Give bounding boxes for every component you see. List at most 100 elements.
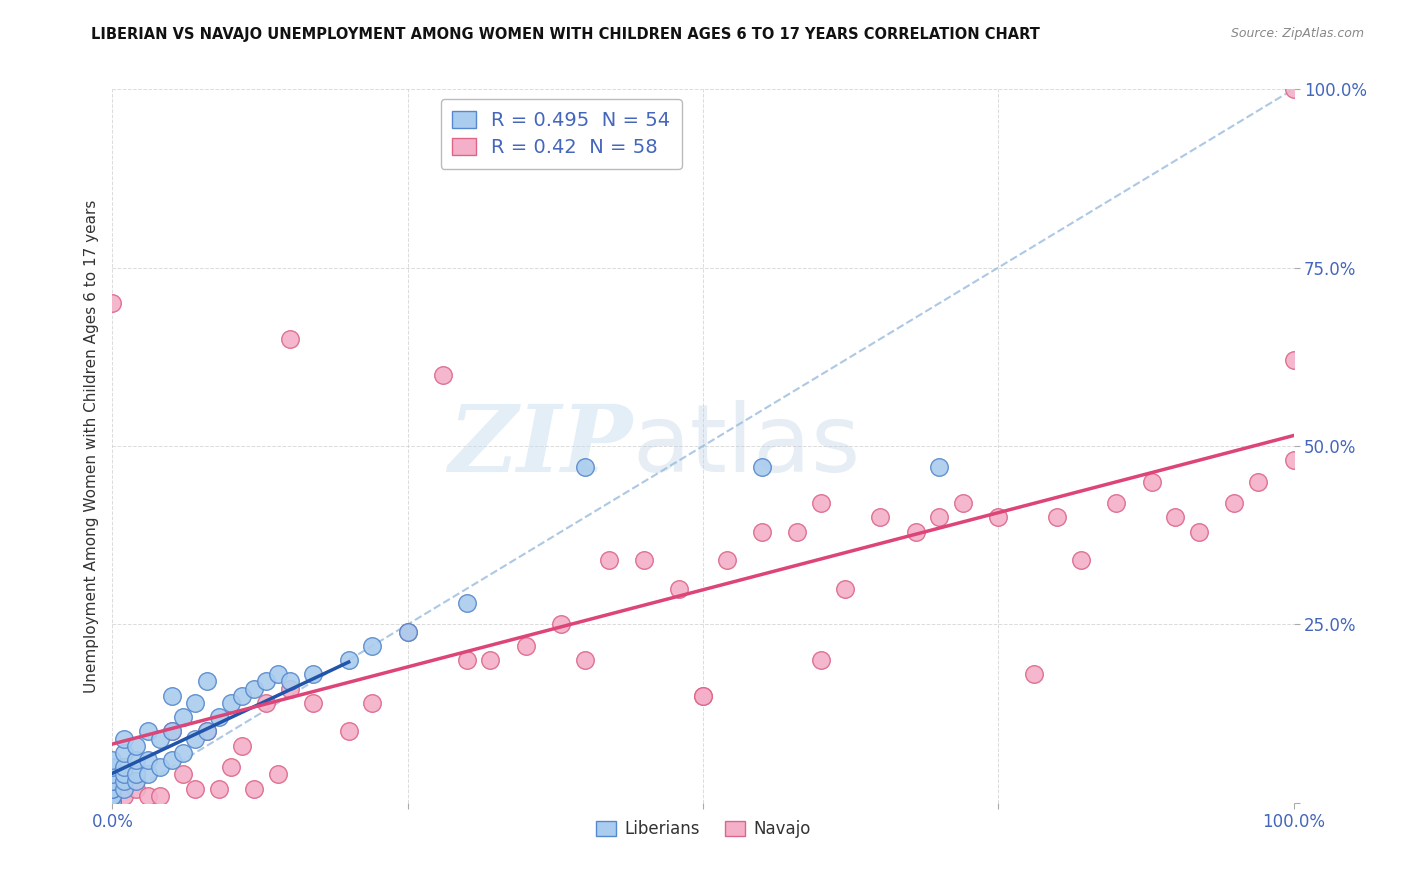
Point: [172, 746, 194, 760]
Point: [432, 368, 454, 382]
Point: [254, 696, 277, 710]
Text: LIBERIAN VS NAVAJO UNEMPLOYMENT AMONG WOMEN WITH CHILDREN AGES 6 TO 17 YEARS COR: LIBERIAN VS NAVAJO UNEMPLOYMENT AMONG WO…: [91, 27, 1040, 42]
Point: [101, 774, 124, 789]
Point: [101, 796, 124, 810]
Point: [598, 553, 620, 567]
Point: [751, 524, 773, 539]
Point: [231, 739, 253, 753]
Point: [692, 689, 714, 703]
Point: [515, 639, 537, 653]
Point: [125, 739, 148, 753]
Point: [101, 753, 124, 767]
Point: [1223, 496, 1246, 510]
Point: [751, 460, 773, 475]
Point: [1247, 475, 1270, 489]
Point: [278, 674, 301, 689]
Point: [1282, 353, 1305, 368]
Point: [786, 524, 808, 539]
Point: [219, 696, 242, 710]
Point: [1188, 524, 1211, 539]
Point: [456, 596, 478, 610]
Point: [987, 510, 1010, 524]
Point: [810, 653, 832, 667]
Point: [101, 796, 124, 810]
Point: [195, 724, 218, 739]
Point: [361, 639, 384, 653]
Point: [184, 731, 207, 746]
Point: [160, 689, 183, 703]
Point: [149, 731, 172, 746]
Point: [267, 767, 290, 781]
Point: [112, 731, 135, 746]
Point: [136, 767, 159, 781]
Point: [172, 710, 194, 724]
Point: [869, 510, 891, 524]
Point: [1046, 510, 1069, 524]
Point: [361, 696, 384, 710]
Point: [136, 724, 159, 739]
Point: [101, 789, 124, 803]
Point: [101, 781, 124, 796]
Point: [112, 746, 135, 760]
Text: Source: ZipAtlas.com: Source: ZipAtlas.com: [1230, 27, 1364, 40]
Point: [160, 753, 183, 767]
Point: [101, 781, 124, 796]
Point: [219, 760, 242, 774]
Point: [160, 724, 183, 739]
Point: [254, 674, 277, 689]
Point: [136, 753, 159, 767]
Point: [101, 789, 124, 803]
Point: [125, 774, 148, 789]
Point: [101, 796, 124, 810]
Point: [550, 617, 572, 632]
Point: [928, 460, 950, 475]
Point: [716, 553, 738, 567]
Point: [267, 667, 290, 681]
Point: [184, 696, 207, 710]
Point: [243, 681, 266, 696]
Point: [278, 332, 301, 346]
Point: [112, 774, 135, 789]
Point: [112, 789, 135, 803]
Point: [952, 496, 974, 510]
Point: [1140, 475, 1163, 489]
Point: [136, 789, 159, 803]
Point: [692, 689, 714, 703]
Point: [101, 767, 124, 781]
Point: [574, 460, 596, 475]
Point: [1105, 496, 1128, 510]
Point: [125, 781, 148, 796]
Point: [278, 681, 301, 696]
Point: [195, 674, 218, 689]
Point: [101, 760, 124, 774]
Point: [125, 767, 148, 781]
Point: [101, 789, 124, 803]
Text: atlas: atlas: [633, 400, 860, 492]
Point: [149, 789, 172, 803]
Point: [208, 710, 231, 724]
Point: [456, 653, 478, 667]
Point: [243, 781, 266, 796]
Point: [101, 774, 124, 789]
Point: [160, 724, 183, 739]
Point: [337, 724, 360, 739]
Point: [149, 760, 172, 774]
Point: [101, 789, 124, 803]
Point: [184, 781, 207, 796]
Point: [302, 667, 325, 681]
Point: [101, 781, 124, 796]
Point: [834, 582, 856, 596]
Point: [1164, 510, 1187, 524]
Point: [1282, 82, 1305, 96]
Point: [195, 724, 218, 739]
Point: [633, 553, 655, 567]
Point: [302, 696, 325, 710]
Point: [101, 796, 124, 810]
Point: [396, 624, 419, 639]
Point: [668, 582, 690, 596]
Point: [101, 296, 124, 310]
Point: [928, 510, 950, 524]
Point: [810, 496, 832, 510]
Point: [396, 624, 419, 639]
Text: ZIP: ZIP: [449, 401, 633, 491]
